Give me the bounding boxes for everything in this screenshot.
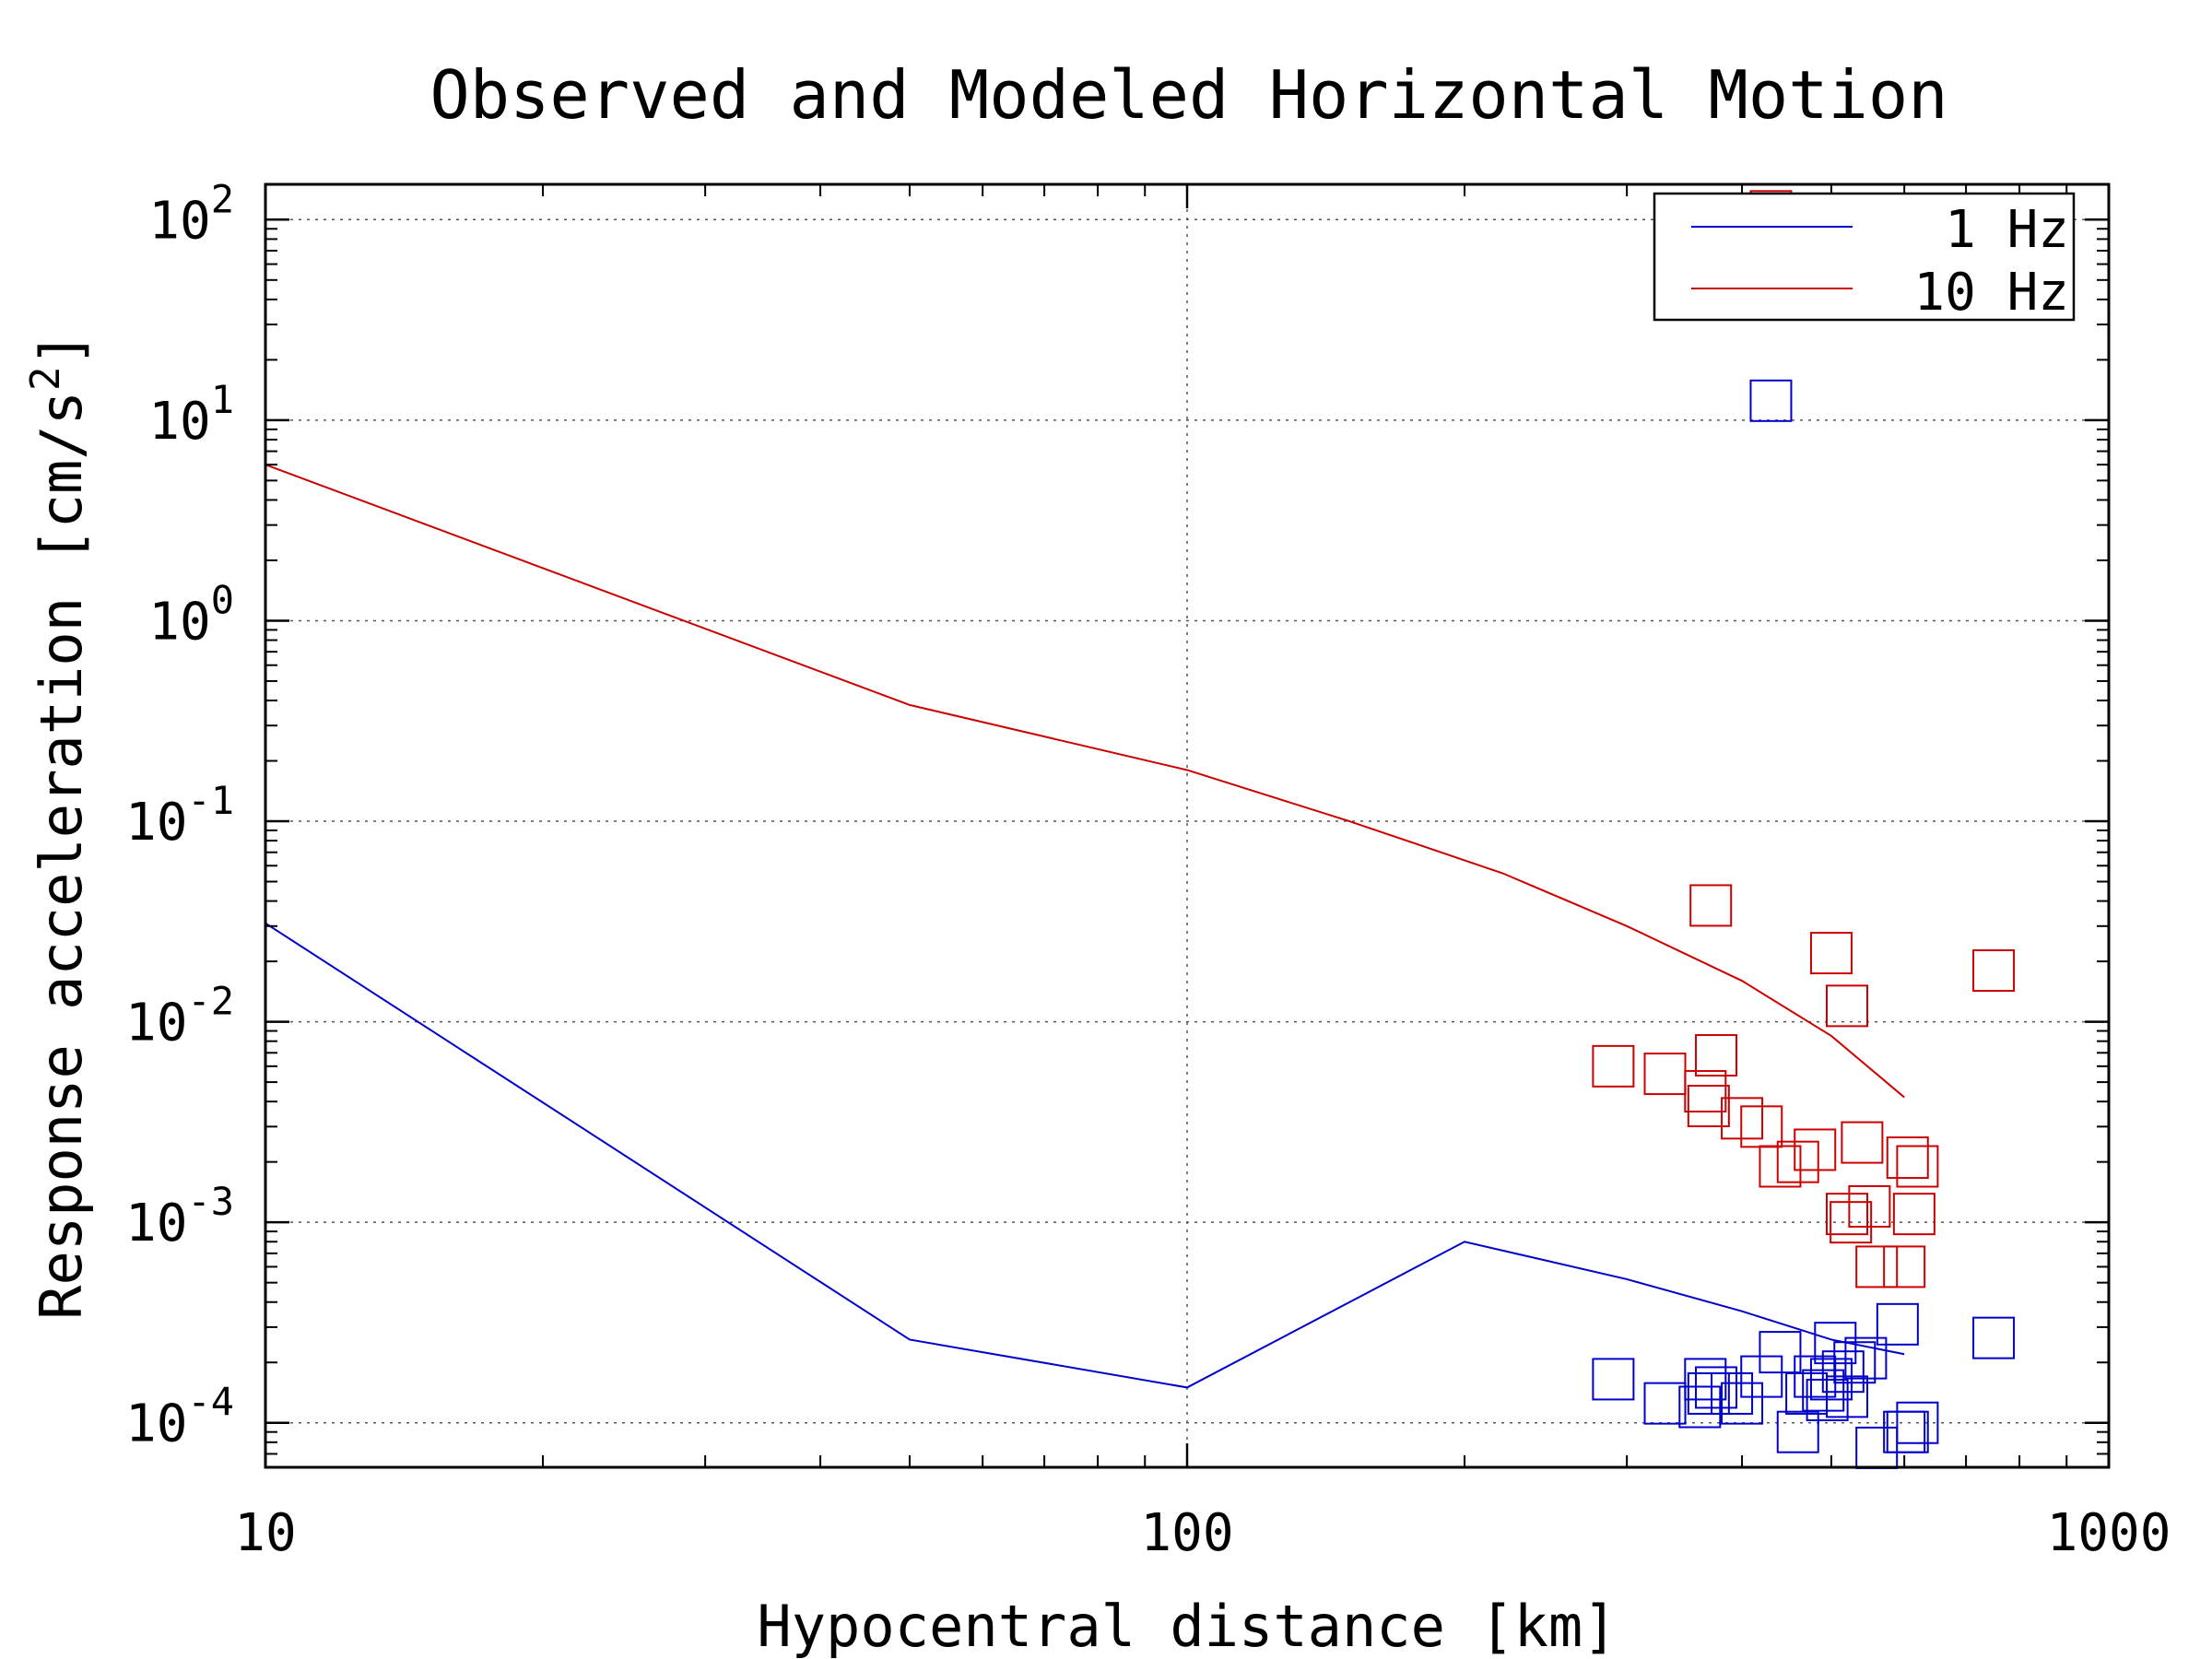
observation-marker-10hz <box>1759 1145 1802 1188</box>
y-tick-exponent: -1 <box>187 778 234 823</box>
y-tick-base: 10 <box>125 793 187 853</box>
y-tick-exponent: -3 <box>187 1179 234 1224</box>
observation-marker-1hz <box>1876 1302 1919 1346</box>
y-tick-label: 102 <box>148 176 234 251</box>
y-tick-exponent: -4 <box>187 1380 234 1425</box>
observations <box>1592 190 2016 1469</box>
observation-marker-10hz <box>1689 884 1733 927</box>
observation-marker-10hz <box>1684 1070 1727 1113</box>
observation-marker-1hz <box>1592 1358 1635 1401</box>
x-tick-labels: 10 100 1000 <box>234 1503 2171 1563</box>
observation-marker-1hz <box>1826 1375 1869 1418</box>
model-line-10hz <box>265 464 1905 1099</box>
y-tick-base: 10 <box>148 592 210 652</box>
legend: 1 Hz 10 Hz <box>1653 192 2076 323</box>
observation-marker-10hz <box>1855 1245 1899 1288</box>
observation-marker-1hz <box>1776 1410 1819 1453</box>
y-tick-base: 10 <box>148 191 210 251</box>
observation-marker-1hz <box>1740 1355 1783 1398</box>
observation-marker-1hz <box>1684 1358 1727 1401</box>
y-tick-label: 10-1 <box>125 778 234 853</box>
observation-marker-10hz <box>1809 932 1853 975</box>
observation-marker-10hz <box>1892 1193 1936 1236</box>
observation-marker-1hz <box>1711 1371 1754 1415</box>
legend-label-1hz: 1 Hz <box>1945 200 2069 260</box>
model-lines <box>265 464 1905 1389</box>
legend-box <box>1653 192 2076 322</box>
y-tick-label: 100 <box>148 577 234 652</box>
y-tick-exponent: 0 <box>211 577 234 622</box>
chart-title: Observed and Modeled Horizontal Motion <box>429 56 1947 134</box>
observation-marker-10hz <box>1841 1121 1884 1164</box>
observation-marker-10hz <box>1776 1140 1819 1183</box>
observation-marker-10hz <box>1592 1044 1635 1088</box>
observation-marker-1hz <box>1972 1316 2016 1359</box>
observation-marker-10hz <box>1695 1034 1738 1077</box>
y-axis-label: Response acceleration [cm/s2] <box>22 332 95 1320</box>
observation-marker-1hz <box>1749 379 1793 422</box>
observation-marker-10hz <box>1972 949 2016 993</box>
y-tick-base: 10 <box>125 994 187 1053</box>
y-tick-exponent: 1 <box>211 377 234 422</box>
observation-marker-1hz <box>1886 1410 1929 1453</box>
y-tick-base: 10 <box>148 392 210 452</box>
y-tick-exponent: 2 <box>211 176 234 221</box>
observation-marker-10hz <box>1883 1245 1926 1288</box>
x-tick-label: 100 <box>1140 1503 1233 1563</box>
legend-label-10hz: 10 Hz <box>1913 263 2069 323</box>
y-tick-label: 101 <box>148 377 234 452</box>
x-axis-label: Hypocentral distance [km] <box>757 1593 1617 1659</box>
observation-marker-1hz <box>1643 1382 1687 1425</box>
y-tick-label: 10-4 <box>125 1380 234 1454</box>
observation-marker-1hz <box>1687 1371 1730 1415</box>
y-tick-base: 10 <box>125 1194 187 1253</box>
observation-marker-1hz <box>1833 1341 1877 1384</box>
observation-marker-1hz <box>1896 1401 1939 1444</box>
observation-marker-1hz <box>1695 1366 1738 1409</box>
observation-marker-10hz <box>1826 1193 1869 1236</box>
observation-marker-10hz <box>1687 1085 1730 1128</box>
y-tick-base: 10 <box>125 1394 187 1454</box>
x-tick-label: 10 <box>234 1503 296 1563</box>
y-axis-label-end: ] <box>28 332 95 366</box>
y-axis-label-main: Response acceleration [cm/s <box>28 391 95 1320</box>
y-tick-label: 10-2 <box>125 979 234 1053</box>
observation-marker-10hz <box>1830 1201 1873 1244</box>
observation-marker-1hz <box>1821 1350 1865 1394</box>
observation-marker-10hz <box>1848 1184 1891 1228</box>
x-tick-label: 1000 <box>2047 1503 2171 1563</box>
observation-marker-10hz <box>1826 984 1869 1028</box>
observation-marker-10hz <box>1886 1136 1929 1180</box>
y-tick-label: 10-3 <box>125 1179 234 1253</box>
observation-marker-10hz <box>1794 1128 1837 1171</box>
model-line-1hz <box>265 922 1905 1389</box>
y-tick-exponent: -2 <box>187 979 234 1024</box>
observation-marker-1hz <box>1759 1331 1802 1374</box>
observation-marker-10hz <box>1896 1145 1939 1188</box>
observation-marker-1hz <box>1844 1336 1888 1380</box>
y-axis-label-sup: 2 <box>22 366 69 391</box>
